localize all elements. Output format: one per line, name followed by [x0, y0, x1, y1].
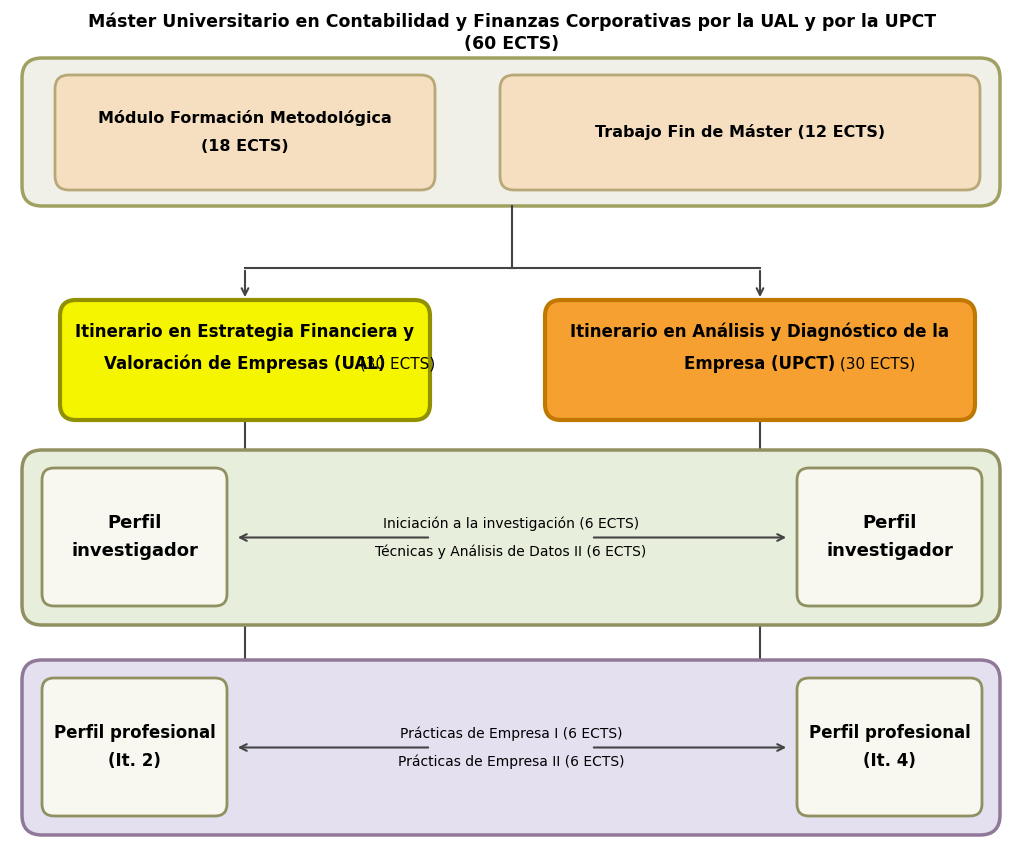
FancyBboxPatch shape: [500, 75, 980, 190]
FancyBboxPatch shape: [22, 660, 1000, 835]
FancyBboxPatch shape: [797, 468, 982, 606]
Text: Perfil profesional: Perfil profesional: [53, 724, 215, 742]
Text: (It. 4): (It. 4): [863, 752, 915, 770]
Text: Empresa (UPCT): Empresa (UPCT): [684, 355, 836, 373]
Text: Perfil profesional: Perfil profesional: [809, 724, 971, 742]
Text: (18 ECTS): (18 ECTS): [201, 139, 289, 154]
FancyBboxPatch shape: [55, 75, 435, 190]
Text: (It. 2): (It. 2): [109, 752, 161, 770]
Text: (30 ECTS): (30 ECTS): [835, 357, 915, 372]
Text: investigador: investigador: [71, 542, 198, 560]
Text: Itinerario en Estrategia Financiera y: Itinerario en Estrategia Financiera y: [76, 323, 415, 341]
FancyBboxPatch shape: [22, 450, 1000, 625]
Text: Prácticas de Empresa I (6 ECTS): Prácticas de Empresa I (6 ECTS): [399, 727, 623, 741]
Text: Módulo Formación Metodológica: Módulo Formación Metodológica: [98, 110, 392, 126]
Text: Máster Universitario en Contabilidad y Finanzas Corporativas por la UAL y por la: Máster Universitario en Contabilidad y F…: [88, 13, 936, 31]
Text: Valoración de Empresas (UAL): Valoración de Empresas (UAL): [104, 355, 386, 373]
Text: Trabajo Fin de Máster (12 ECTS): Trabajo Fin de Máster (12 ECTS): [595, 125, 885, 141]
Text: Iniciación a la investigación (6 ECTS): Iniciación a la investigación (6 ECTS): [383, 516, 639, 531]
FancyBboxPatch shape: [42, 468, 227, 606]
FancyBboxPatch shape: [42, 678, 227, 816]
Text: Prácticas de Empresa II (6 ECTS): Prácticas de Empresa II (6 ECTS): [397, 754, 625, 769]
FancyBboxPatch shape: [797, 678, 982, 816]
Text: investigador: investigador: [826, 542, 953, 560]
Text: Técnicas y Análisis de Datos II (6 ECTS): Técnicas y Análisis de Datos II (6 ECTS): [376, 545, 646, 559]
Text: Itinerario en Análisis y Diagnóstico de la: Itinerario en Análisis y Diagnóstico de …: [570, 323, 949, 341]
FancyBboxPatch shape: [60, 300, 430, 420]
Text: Perfil: Perfil: [108, 514, 162, 532]
Text: Perfil: Perfil: [862, 514, 916, 532]
Text: (60 ECTS): (60 ECTS): [465, 35, 559, 53]
Text: (30 ECTS): (30 ECTS): [355, 357, 435, 372]
FancyBboxPatch shape: [22, 58, 1000, 206]
FancyBboxPatch shape: [545, 300, 975, 420]
